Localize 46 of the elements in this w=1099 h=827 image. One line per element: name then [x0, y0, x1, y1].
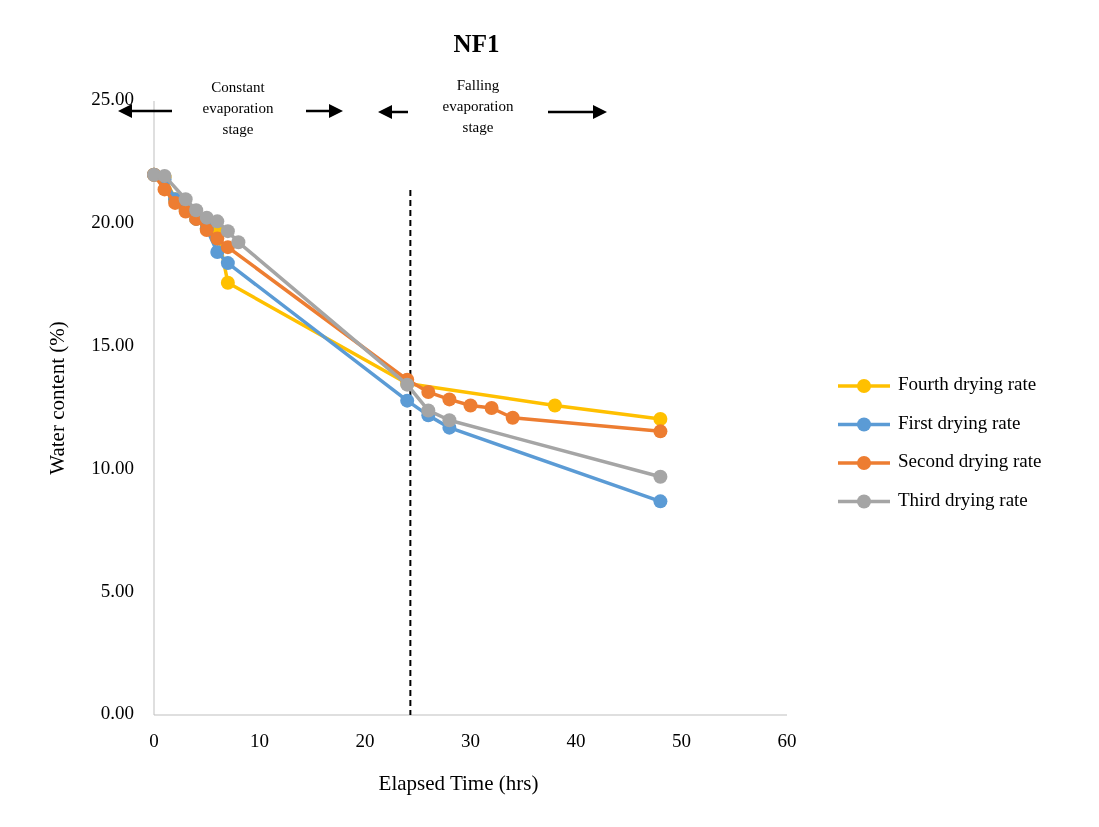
point: [463, 398, 478, 413]
x-axis-title: Elapsed Time (hrs): [378, 771, 539, 795]
x-tick-label: 60: [777, 730, 797, 751]
point: [210, 231, 225, 246]
y-tick-label: 0.00: [100, 702, 134, 724]
point: [421, 403, 436, 418]
annotation: Constant evaporation stage: [202, 79, 274, 137]
point: [442, 392, 457, 407]
point: [400, 393, 415, 408]
x-tick-label: 50: [672, 730, 691, 751]
y-tick-label: 15.00: [91, 333, 134, 355]
point: [653, 494, 668, 509]
point: [178, 192, 193, 207]
point: [210, 245, 225, 260]
y-axis-title: Water content (%): [45, 321, 69, 475]
point: [484, 401, 499, 415]
legend-label: First drying rate: [898, 411, 1021, 433]
point: [653, 412, 668, 427]
point: [220, 256, 235, 271]
point: [157, 182, 172, 197]
y-tick-label: 25.00: [91, 88, 134, 110]
y-tick-label: 20.00: [91, 211, 134, 233]
point: [220, 240, 235, 255]
x-tick-label: 40: [566, 730, 586, 751]
point: [653, 469, 668, 484]
legend-label: Second drying rate: [898, 450, 1042, 472]
point: [220, 224, 235, 239]
y-tick-label: 5.00: [100, 579, 134, 601]
point: [210, 214, 225, 229]
annotation: Falling evaporation stage: [442, 77, 514, 135]
point: [220, 275, 235, 290]
legend-label: Third drying rate: [898, 488, 1028, 510]
x-tick-label: 0: [149, 730, 159, 751]
point: [547, 398, 562, 413]
legend-label: Fourth drying rate: [898, 373, 1037, 395]
point: [421, 385, 436, 400]
point: [231, 235, 246, 250]
x-tick-label: 30: [461, 730, 480, 751]
x-tick-label: 10: [250, 730, 269, 751]
chart-title: NF1: [453, 30, 500, 57]
point: [653, 424, 668, 439]
point: [505, 410, 520, 425]
point: [442, 413, 457, 428]
point: [189, 203, 204, 218]
y-tick-label: 10.00: [91, 456, 134, 478]
x-tick-label: 20: [355, 730, 375, 751]
